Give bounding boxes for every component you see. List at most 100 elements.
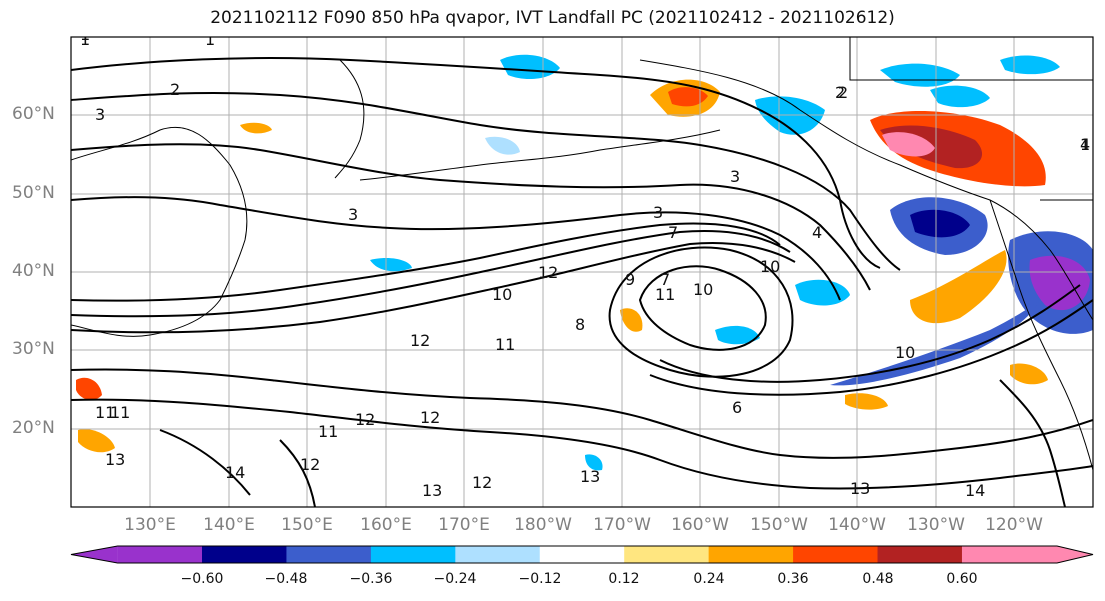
contour-3 [71, 143, 871, 291]
colorbar-tick: −0.60 [180, 571, 224, 587]
contour-label: 11 [318, 422, 338, 441]
contour-label: 12 [300, 455, 320, 474]
lat-label-20n: 20°N [12, 418, 55, 438]
contour-label: 4 [1080, 135, 1090, 154]
colorbar [70, 545, 1094, 564]
contour-label: 3 [95, 105, 105, 124]
colorbar-extend-high [1057, 546, 1093, 563]
colorbar-tick: 0.48 [862, 571, 894, 587]
anomaly-positive-ne-pacific-core [668, 87, 708, 107]
contour-label: 1 [80, 30, 90, 49]
contour-2 [71, 91, 901, 271]
contour-label: 11 [95, 403, 115, 422]
lat-label-40n: 40°N [12, 261, 55, 281]
lon-label-150e: 150°E [281, 515, 333, 535]
colorbar-box [117, 546, 202, 563]
contour-label: 14 [225, 463, 245, 482]
lat-label-30n: 30°N [12, 339, 55, 359]
anomaly-negative-north2 [880, 63, 960, 87]
anomaly-positive-se [845, 393, 888, 410]
colorbar-box [624, 546, 710, 563]
lon-label-120w: 120°W [985, 515, 1043, 535]
lon-label-160e: 160°E [360, 515, 412, 535]
colorbar-tick: −0.48 [264, 571, 308, 587]
contour-label: 10 [492, 285, 512, 304]
colorbar-box [539, 546, 625, 563]
contour-label: 10 [760, 257, 780, 276]
contour-label: 3 [730, 167, 740, 186]
colorbar-tick: −0.24 [433, 571, 477, 587]
contour-jet-3 [71, 241, 796, 334]
colorbar-box [961, 546, 1057, 563]
contour-13-band [649, 299, 1093, 396]
contour-4 [71, 196, 841, 301]
anomaly-positive-small1 [240, 122, 272, 134]
contour-jet-1 [71, 222, 781, 302]
anomaly-negative-central [795, 279, 850, 306]
contour-label: 13 [850, 479, 870, 498]
lon-label-170w: 170°W [593, 515, 651, 535]
contour-jet-2 [71, 229, 791, 318]
contour-lines [71, 57, 1093, 507]
lon-label-140w: 140°W [828, 515, 886, 535]
anomaly-negative-small1 [370, 257, 412, 272]
map-title: 2021102112 F090 850 hPa qvapor, IVT Land… [210, 8, 895, 28]
colorbar-box [877, 546, 963, 563]
colorbar-box [286, 546, 372, 563]
contour-label: 13 [580, 467, 600, 486]
map-frame [70, 36, 1094, 508]
colorbar-tick: 0.36 [777, 571, 809, 587]
shading-layer [76, 54, 1093, 471]
contour-label: 4 [812, 223, 822, 242]
anomaly-negative-north [500, 54, 560, 80]
anomaly-pink-gulf-alaska [882, 132, 935, 157]
colorbar-tick: −0.12 [518, 571, 562, 587]
lon-label-130w: 130°W [907, 515, 965, 535]
anomaly-negative-south [585, 454, 603, 471]
lon-label-130e: 130°E [124, 515, 176, 535]
anomaly-negative-canada [930, 85, 990, 108]
border-canada-us [849, 37, 1093, 201]
anomaly-negative-small2 [485, 136, 520, 155]
coastline-kamchatka [334, 59, 365, 179]
contour-label: 12 [538, 263, 558, 282]
contour-label: 2 [835, 83, 845, 102]
lon-label-170e: 170°E [438, 515, 490, 535]
contour-label: 3 [348, 205, 358, 224]
colorbar-tick: 0.60 [946, 571, 978, 587]
contour-s1 [71, 368, 1093, 459]
colorbar-tick: 0.12 [608, 571, 640, 587]
anomaly-positive-sw2 [78, 429, 115, 453]
colorbar-tick: −0.36 [349, 571, 393, 587]
contour-label: 1 [205, 30, 215, 49]
colorbar-box [370, 546, 456, 563]
colorbar-box [708, 546, 794, 563]
anomaly-negative-bering [755, 96, 825, 135]
colorbar-tick: 0.24 [693, 571, 725, 587]
lon-label-150w: 150°W [750, 515, 808, 535]
contour-label: 7 [660, 270, 670, 289]
grid-lines [71, 37, 1093, 507]
coastline-alaska [639, 59, 1093, 321]
lat-label-50n: 50°N [12, 183, 55, 203]
contour-label: 10 [693, 280, 713, 299]
contour-label: 11 [110, 403, 130, 422]
contour-12-band [659, 284, 1081, 383]
anomaly-positive-sw [76, 377, 102, 401]
contour-label: 13 [422, 481, 442, 500]
contour-s2 [71, 398, 1093, 490]
coastline-aleutians [359, 129, 721, 181]
contour-east [999, 379, 1066, 507]
colorbar-box [455, 546, 541, 563]
contour-label: 3 [653, 203, 663, 222]
anomaly-negative-central2 [715, 325, 760, 345]
contour-label: 12 [420, 408, 440, 427]
colorbar-box [793, 546, 879, 563]
contour-label: 2 [838, 83, 848, 102]
anomaly-positive-se2 [1010, 363, 1048, 385]
contour-label: 12 [410, 331, 430, 350]
contour-1 [71, 57, 881, 269]
colorbar-extend-low [71, 546, 118, 563]
contour-s3 [159, 429, 316, 507]
colorbar-outline [70, 545, 1094, 564]
